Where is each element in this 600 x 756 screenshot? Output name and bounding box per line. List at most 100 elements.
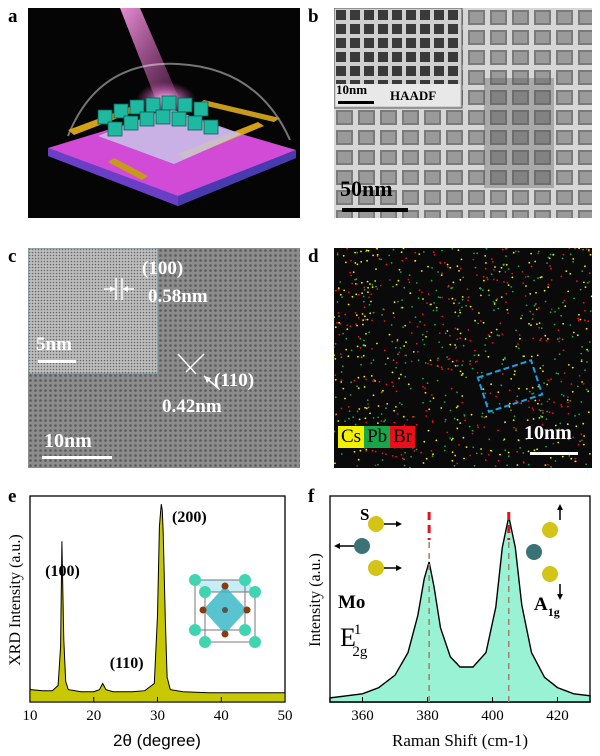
nanocrystals xyxy=(97,95,219,137)
eds-dot xyxy=(430,279,433,282)
eds-dot xyxy=(545,418,548,420)
eds-dot xyxy=(355,314,358,317)
eds-dot xyxy=(560,314,562,317)
eds-dot xyxy=(451,286,454,289)
eds-dot xyxy=(418,289,421,291)
eds-dot xyxy=(522,452,525,454)
eds-dot xyxy=(461,298,464,301)
eds-dot xyxy=(456,427,459,430)
eds-dot xyxy=(538,322,541,324)
eds-dot xyxy=(568,248,571,250)
eds-dot xyxy=(462,360,464,363)
eds-dot xyxy=(435,289,438,292)
eds-dot xyxy=(465,304,467,307)
eds-dot xyxy=(534,399,537,402)
eds-dot xyxy=(359,449,362,452)
eds-dot xyxy=(366,399,369,402)
eds-dot xyxy=(354,262,357,264)
eds-dot xyxy=(491,260,494,263)
eds-dot xyxy=(383,349,386,352)
eds-dot xyxy=(514,250,517,253)
eds-dot xyxy=(377,463,379,466)
element-legend: Cs Pb Br xyxy=(338,426,416,448)
eds-dot xyxy=(391,455,394,457)
x-tick-label: 10 xyxy=(23,708,38,724)
eds-dot xyxy=(521,314,524,317)
eds-dot xyxy=(580,360,583,363)
eds-dot xyxy=(401,306,404,309)
eds-dot xyxy=(385,263,388,266)
x-tick-label: 360 xyxy=(351,708,374,724)
eds-dot xyxy=(498,334,501,337)
eds-dot xyxy=(370,293,373,296)
eds-dot xyxy=(426,330,428,333)
eds-dot xyxy=(340,453,343,455)
eds-dot xyxy=(557,372,560,375)
eds-dot xyxy=(471,432,474,435)
eds-dot xyxy=(589,453,591,455)
eds-dot xyxy=(392,385,395,388)
eds-dot xyxy=(360,250,362,253)
tem-scale-bar xyxy=(342,208,408,212)
eds-dot xyxy=(368,331,370,334)
eds-dot xyxy=(392,285,394,288)
eds-dot xyxy=(376,342,378,345)
eds-dot xyxy=(544,300,547,303)
eds-dot xyxy=(444,445,446,448)
eds-dot xyxy=(588,341,591,343)
xrd-curve xyxy=(29,504,286,703)
eds-dot xyxy=(365,407,368,410)
x-tick-label: 40 xyxy=(214,708,229,724)
eds-dot xyxy=(586,281,589,284)
eds-dot xyxy=(455,406,458,409)
eds-dot xyxy=(348,417,350,420)
eds-dot xyxy=(457,249,460,251)
plane-100-label: (100) xyxy=(142,258,184,279)
eds-dot xyxy=(510,378,513,380)
eds-dot xyxy=(504,357,506,360)
eds-dot xyxy=(532,313,534,316)
eds-dot xyxy=(579,318,582,321)
eds-dot xyxy=(444,420,447,423)
eds-dot xyxy=(382,308,385,311)
eds-dot xyxy=(488,438,491,441)
eds-dot xyxy=(405,341,407,344)
tem-scale-label: 50nm xyxy=(340,176,393,201)
eds-dot xyxy=(453,302,455,305)
eds-dot xyxy=(428,408,431,411)
eds-dot xyxy=(422,385,424,388)
eds-dot xyxy=(397,353,399,356)
eds-dot xyxy=(354,423,357,426)
eds-dot xyxy=(567,364,570,366)
eds-dot xyxy=(526,419,529,421)
eds-dot xyxy=(396,413,399,415)
eds-dot xyxy=(347,303,350,306)
eds-dot xyxy=(371,283,374,286)
eds-dot xyxy=(510,286,513,288)
eds-dot xyxy=(521,271,524,273)
eds-dot xyxy=(411,306,413,308)
eds-dot xyxy=(427,429,430,432)
eds-dot xyxy=(446,356,448,358)
eds-dot xyxy=(484,350,487,353)
raman-x-label: Raman Shift (cm-1) xyxy=(392,731,528,750)
eds-dot xyxy=(500,384,503,387)
eds-dot xyxy=(363,306,366,309)
eds-dot xyxy=(584,369,586,371)
eds-dot xyxy=(567,438,570,441)
eds-dot xyxy=(350,381,352,384)
eds-dot xyxy=(476,252,478,255)
eds-dot xyxy=(365,448,368,451)
eds-dot xyxy=(548,411,551,414)
eds-dot xyxy=(402,326,404,328)
eds-dot xyxy=(339,293,342,296)
eds-dot xyxy=(422,298,424,300)
eds-dot xyxy=(453,465,456,467)
eds-dot xyxy=(400,453,403,456)
eds-dot xyxy=(357,336,360,338)
eds-dot xyxy=(392,248,395,251)
eds-dot xyxy=(522,461,525,463)
eds-dot xyxy=(531,318,534,320)
eds-dot xyxy=(348,410,351,412)
eds-dot xyxy=(384,419,387,421)
